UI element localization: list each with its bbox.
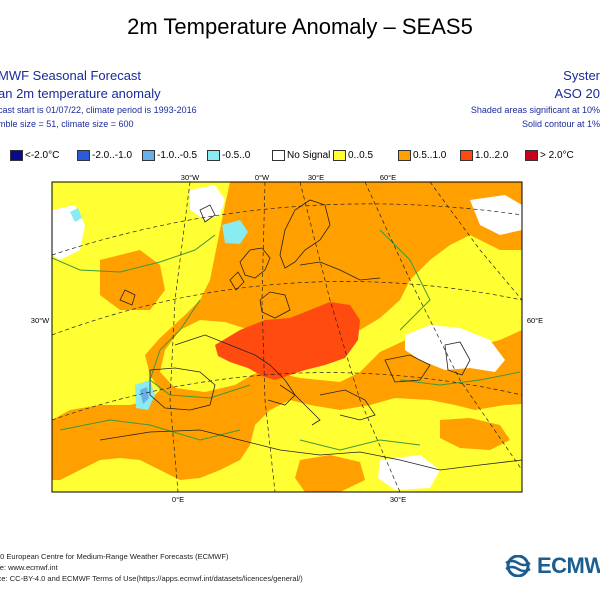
- anomaly-orange-east: [440, 418, 510, 450]
- legend-swatch: [460, 149, 473, 161]
- ecmwf-logo-text: ECMWI: [537, 553, 600, 578]
- lon-label-top-30e: 30°E: [308, 173, 324, 182]
- ecmwf-logo: ECMWI: [503, 553, 600, 579]
- legend-item-05-1: 0.5..1.0: [398, 148, 446, 162]
- legend-label: -0.5..0: [222, 149, 251, 161]
- anomaly-field: [52, 182, 522, 492]
- header-center-name: MWF Seasonal Forecast: [0, 68, 142, 83]
- anomaly-white-se: [378, 455, 440, 490]
- legend-label: 1.0..2.0: [475, 149, 509, 161]
- legend-swatch: [398, 149, 411, 161]
- anomaly-white-north: [190, 185, 225, 220]
- legend-label: -1.0..-0.5: [157, 149, 198, 161]
- legend-item-0-05: 0..0.5: [333, 148, 373, 162]
- legend-swatch: [207, 149, 220, 161]
- legend-label: -2.0..-1.0: [92, 149, 133, 161]
- anomaly-cyan-north: [222, 220, 248, 244]
- anomaly-red-core: [215, 302, 360, 380]
- legend-item-minus1-minus05: -1.0..-0.5: [142, 148, 197, 162]
- anomaly-orange-south: [295, 455, 365, 492]
- legend-label: > 2.0°C: [540, 149, 574, 161]
- map-frame: [51, 181, 523, 493]
- header-ensemble-info: mble size = 51, climate size = 600: [0, 119, 134, 129]
- legend-item-gt-2: > 2.0°C: [525, 148, 574, 162]
- legend-swatch: [525, 149, 538, 161]
- legend-swatch: [272, 149, 285, 161]
- lon-label-bottom-0: 0°E: [172, 495, 184, 504]
- legend-label: 0.5..1.0: [413, 149, 447, 161]
- legend-item-1-2: 1.0..2.0: [460, 148, 508, 162]
- anomaly-blue-iberia: [140, 387, 149, 404]
- legend-swatch: [10, 149, 23, 161]
- header-right: Syster ASO 20 Shaded areas significant a…: [471, 68, 600, 129]
- color-legend: <-2.0°C -2.0..-1.0 -1.0..-0.5 -0.5..0 No…: [10, 148, 600, 164]
- footer-credits: 20 European Centre for Medium-Range Weat…: [0, 551, 303, 584]
- legend-item-minus05-0: -0.5..0: [207, 148, 250, 162]
- legend-item-minus2-minus1: -2.0..-1.0: [77, 148, 132, 162]
- header-left: MWF Seasonal Forecast an 2m temperature …: [0, 68, 197, 129]
- lon-label-top-0: 0°W: [255, 173, 270, 182]
- legend-label: <-2.0°C: [25, 149, 60, 161]
- legend-label: 0..0.5: [348, 149, 374, 161]
- legend-swatch: [142, 149, 155, 161]
- lat-label-left-30w: 30°W: [31, 316, 50, 325]
- legend-item-lt-minus2: <-2.0°C: [10, 148, 59, 162]
- anomaly-white-ne: [470, 195, 522, 235]
- header-variable: an 2m temperature anomaly: [0, 86, 161, 101]
- lon-label-top-60e: 60°E: [380, 173, 396, 182]
- footer-source: ce: www.ecmwf.int: [0, 563, 58, 572]
- legend-swatch: [333, 149, 346, 161]
- header-significance: Shaded areas significant at 10%: [470, 105, 600, 115]
- anomaly-cyan-nw: [70, 208, 82, 222]
- legend-swatch: [77, 149, 90, 161]
- lon-label-top-30w: 30°W: [181, 173, 200, 182]
- header-contour-note: Solid contour at 1%: [521, 119, 600, 129]
- lat-label-right-60e: 60°E: [527, 316, 543, 325]
- legend-item-no-signal: No Signal: [272, 148, 330, 162]
- lon-label-bottom-30e: 30°E: [390, 495, 406, 504]
- header-season: ASO 20: [554, 86, 600, 101]
- footer-copyright: 20 European Centre for Medium-Range Weat…: [0, 552, 229, 561]
- anomaly-white-caspian: [405, 325, 505, 372]
- anomaly-map: 30°W 0°W 30°E 60°E 30°W 60°E 0°E 30°E: [31, 173, 543, 504]
- page-title: 2m Temperature Anomaly – SEAS5: [127, 14, 473, 39]
- graticule: [52, 182, 522, 492]
- header-system: Syster: [563, 68, 600, 83]
- legend-label: No Signal: [287, 149, 331, 161]
- coastlines: [99, 199, 522, 471]
- header-forecast-info: cast start is 01/07/22, climate period i…: [0, 105, 197, 115]
- footer-licence: ice: CC-BY-4.0 and ECMWF Terms of Use(ht…: [0, 574, 303, 583]
- ecmwf-logo-icon: [505, 555, 531, 577]
